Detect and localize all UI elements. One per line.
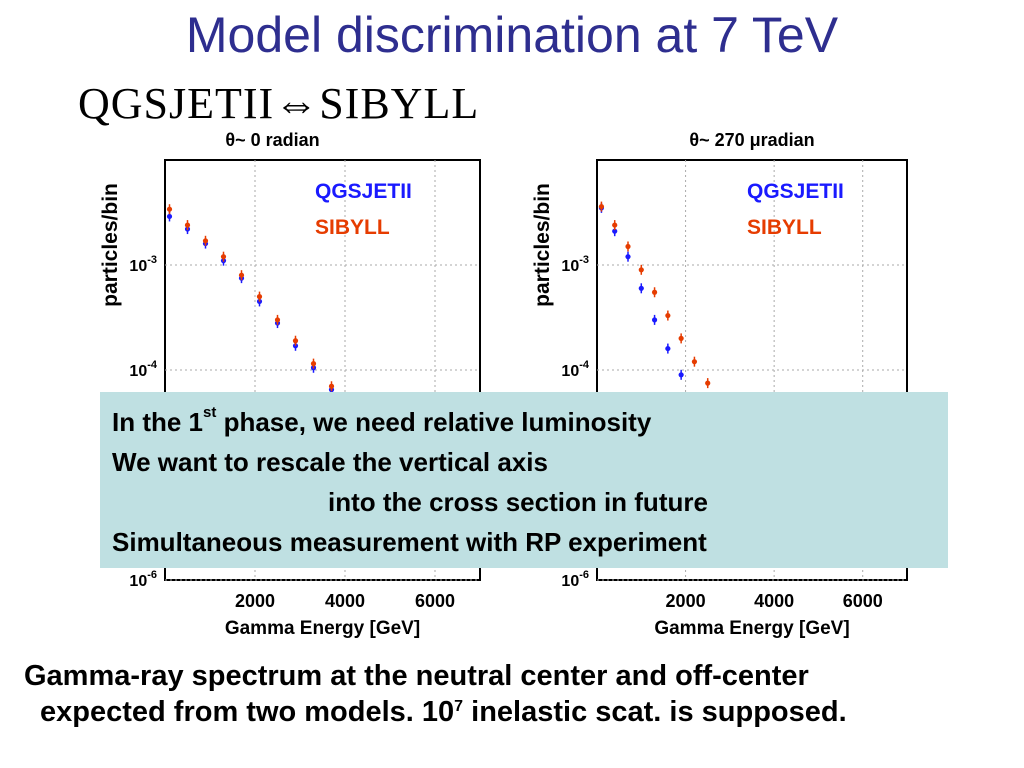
info-box: In the 1st phase, we need relative lumin… [100,392,948,568]
data-point-sibyll [651,289,658,295]
x-axis-label: Gamma Energy [GeV] [225,618,420,639]
caption-line-2: expected from two models. 107 inelastic … [24,696,847,729]
data-point-sibyll [220,254,227,260]
info-line-2: We want to rescale the vertical axis [112,447,548,477]
data-point-qgsjet [292,343,299,349]
y-axis-label: particles/bin [531,183,554,307]
data-point-sibyll [184,222,191,228]
caption-line-1: Gamma-ray spectrum at the neutral center… [24,660,809,692]
data-point-qgsjet [166,213,173,220]
x-tick-label: 2000 [666,591,706,611]
caption-line-2-sup: 7 [454,698,464,715]
data-point-sibyll [256,294,263,300]
legend-entry: SIBYLL [315,216,390,239]
data-point-sibyll [202,238,209,244]
y-tick-label: 10-3 [561,254,589,275]
data-point-sibyll [328,383,335,389]
chart-title: θ~ 270 μradian [689,130,814,150]
chart-title: θ~ 0 radian [225,130,319,150]
figure-caption: Gamma-ray spectrum at the neutral center… [24,660,847,729]
data-point-sibyll [705,380,711,386]
caption-line-2-pre: expected from two models. 10 [40,696,455,728]
model-comparison-label: QGSJETII⇔SIBYLL [78,79,480,128]
x-tick-label: 4000 [325,591,365,611]
data-point-sibyll [678,335,684,341]
x-axis-label: Gamma Energy [GeV] [654,618,849,639]
data-point-sibyll [598,203,605,210]
legend-entry: SIBYLL [747,216,822,239]
data-point-qgsjet [612,228,618,234]
y-tick-label: 10-3 [129,254,157,275]
data-point-sibyll [310,361,317,367]
legend-entry: QGSJETII [747,180,844,203]
x-tick-label: 4000 [754,591,794,611]
y-tick-label: 10-6 [129,569,157,590]
y-tick-label: 10-4 [129,359,157,380]
data-point-sibyll [665,312,671,319]
legend-entry: QGSJETII [315,180,412,203]
info-line-1-post: phase, we need relative luminosity [216,407,652,437]
info-line-4: Simultaneous measurement with RP experim… [112,527,707,557]
info-line-1-sup: st [203,404,217,421]
data-point-sibyll [612,222,618,228]
data-point-sibyll [166,206,173,212]
x-tick-label: 6000 [843,591,883,611]
data-point-qgsjet [625,254,631,260]
data-point-sibyll [238,272,245,278]
y-tick-label: 10-6 [561,569,589,590]
y-tick-label: 10-4 [561,359,589,380]
info-line-3: into the cross section in future [328,487,708,517]
caption-line-2-post: inelastic scat. is supposed. [463,696,847,728]
x-tick-label: 6000 [415,591,455,611]
data-point-sibyll [638,267,644,273]
data-point-qgsjet [665,345,671,352]
data-point-qgsjet [638,285,644,291]
data-point-qgsjet [678,372,684,378]
data-point-sibyll [691,359,698,365]
data-point-qgsjet [651,317,658,323]
y-axis-label: particles/bin [99,183,122,307]
x-tick-label: 2000 [235,591,275,611]
data-point-sibyll [274,317,281,323]
info-line-1-pre: In the 1 [112,407,204,437]
data-point-sibyll [625,243,631,250]
info-line-1: In the 1st phase, we need relative lumin… [112,402,936,442]
data-point-sibyll [292,338,299,344]
slide-title: Model discrimination at 7 TeV [185,7,839,63]
